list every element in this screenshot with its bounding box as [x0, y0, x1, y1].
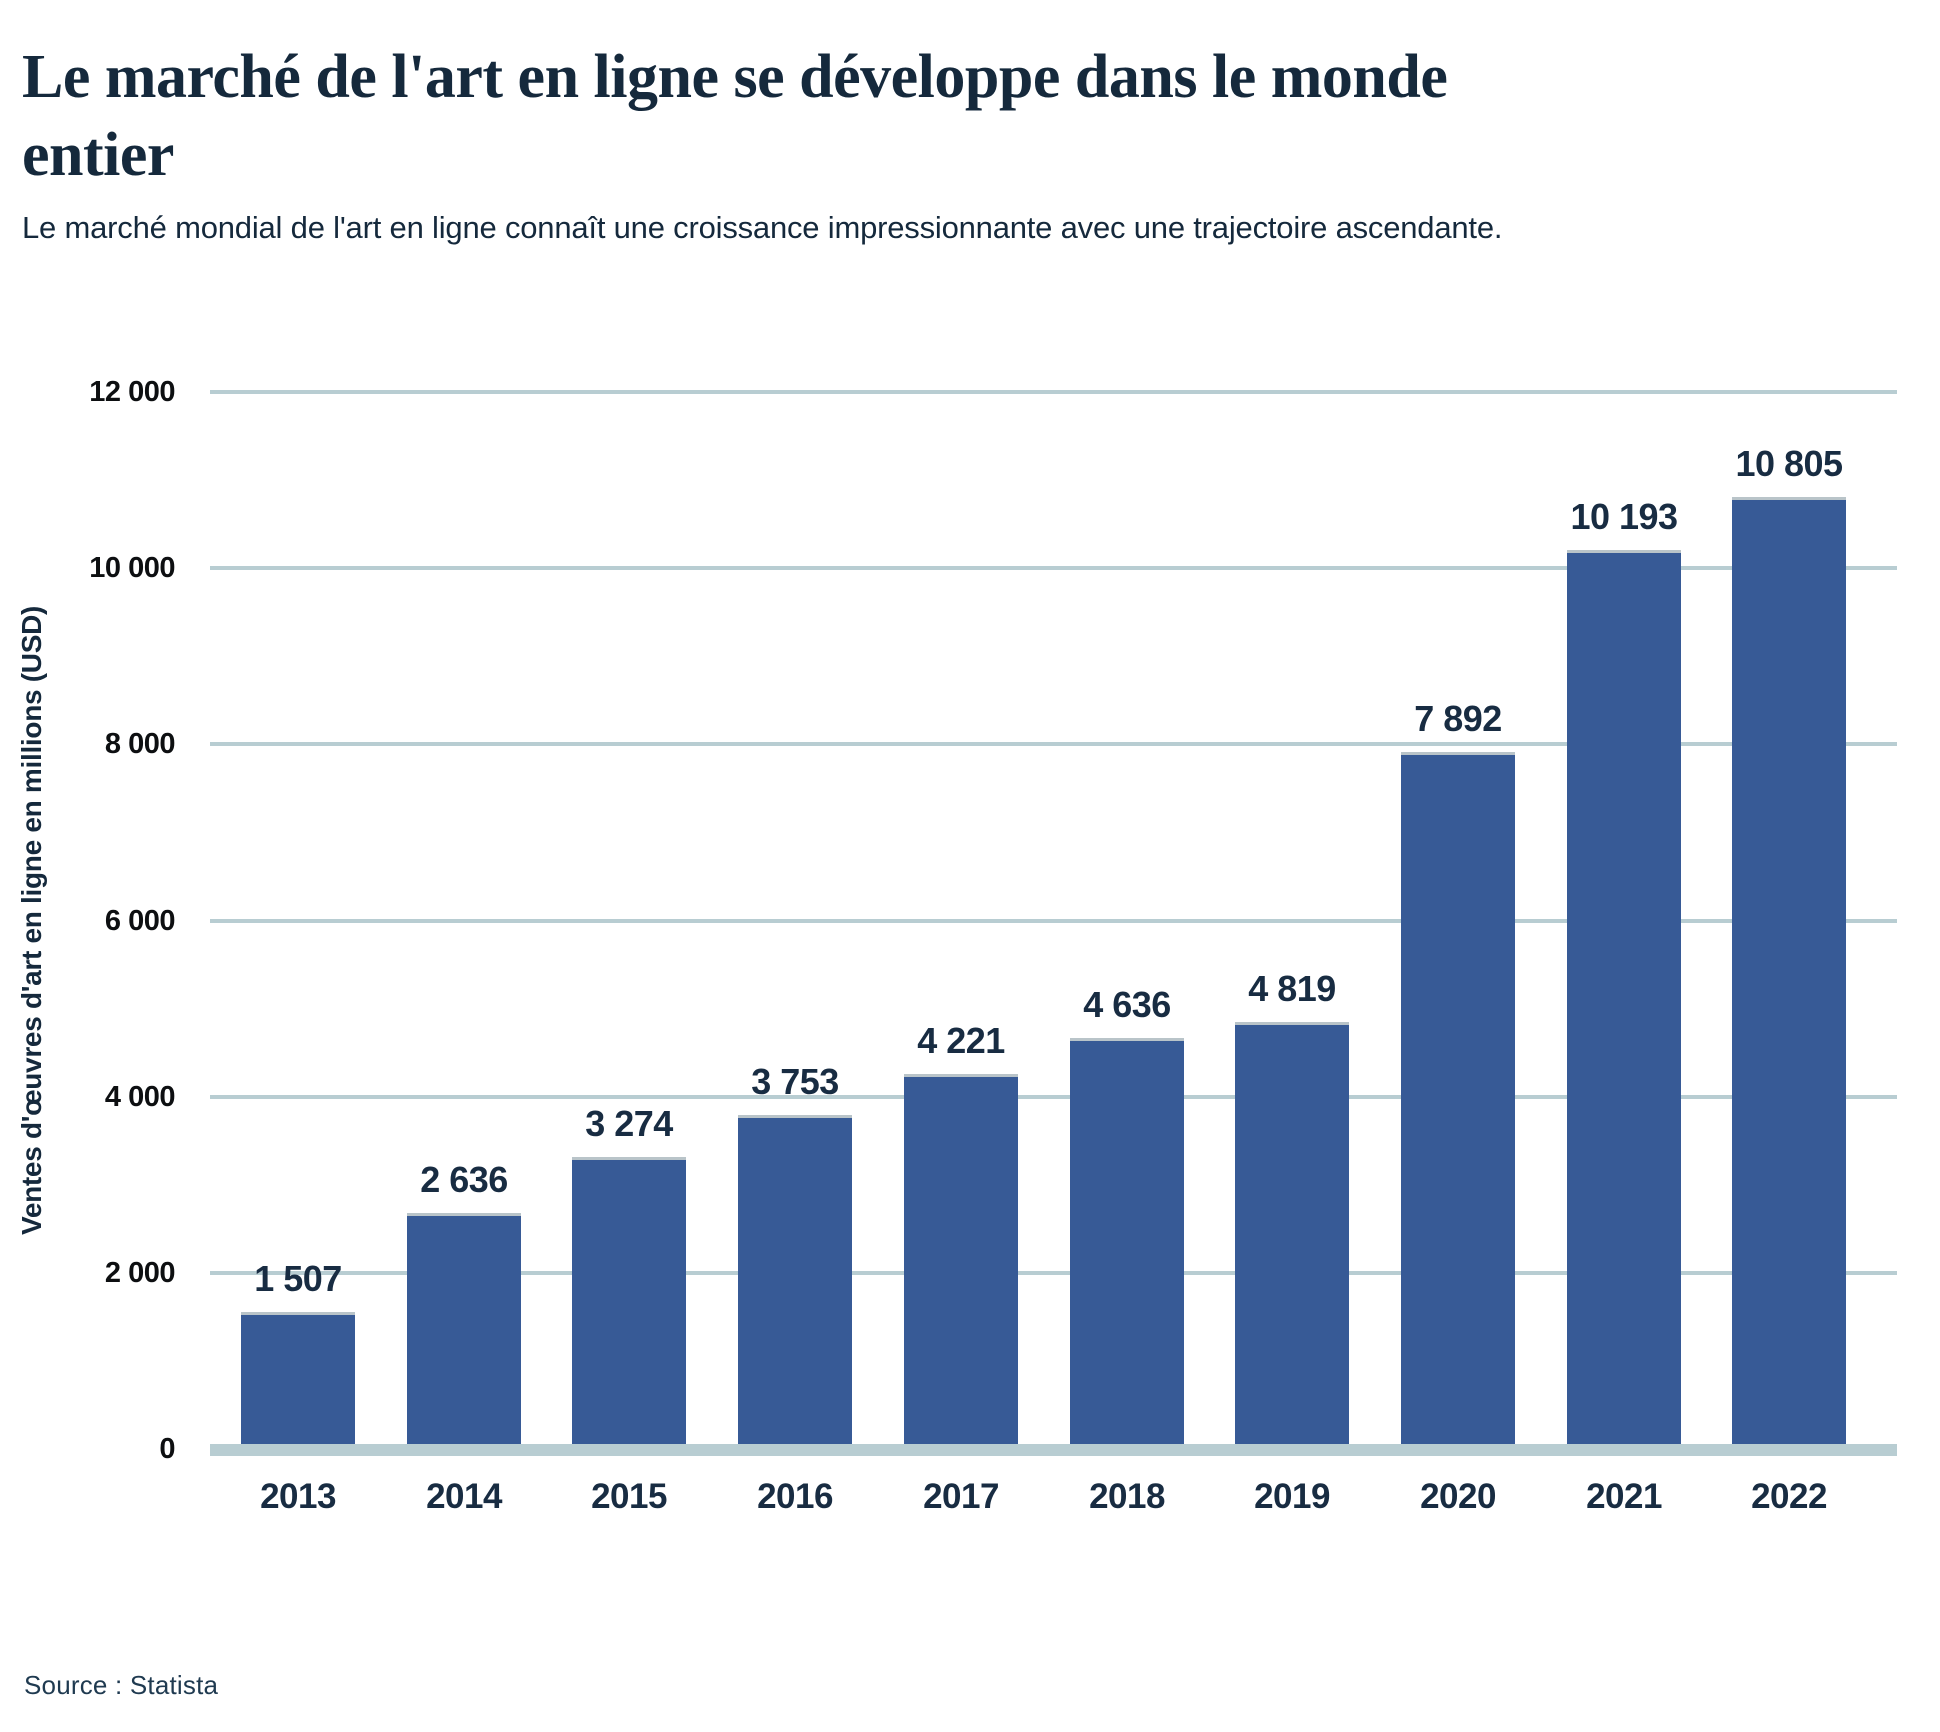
x-tick-label-2019: 2019 — [1254, 1477, 1330, 1516]
bar-2015 — [572, 1157, 686, 1444]
bar-2013 — [241, 1312, 355, 1444]
y-tick-label-0: 0 — [159, 1433, 175, 1465]
page-title-line1: Le marché de l'art en ligne se développe… — [22, 42, 1448, 111]
bar-value-label-2015: 3 274 — [585, 1103, 673, 1144]
x-tick-label-2017: 2017 — [923, 1477, 999, 1516]
page-title: Le marché de l'art en ligne se développe… — [22, 38, 1722, 194]
y-tick-label-4000: 4 000 — [104, 1080, 176, 1113]
gridline-4000 — [210, 1094, 1897, 1099]
bar-value-label-2022: 10 805 — [1735, 443, 1843, 484]
bar-value-label-2020: 7 892 — [1414, 698, 1502, 739]
x-axis-baseline — [210, 1444, 1897, 1456]
x-tick-label-2013: 2013 — [260, 1477, 336, 1516]
bar-2017 — [904, 1074, 1018, 1444]
source-note: Source : Statista — [24, 1670, 219, 1700]
bar-value-label-2016: 3 753 — [751, 1061, 839, 1102]
y-tick-label-6000: 6 000 — [104, 904, 176, 937]
page-subtitle: Le marché mondial de l'art en ligne conn… — [22, 210, 1503, 245]
gridline-2000 — [210, 1270, 1897, 1275]
bar-2019 — [1235, 1022, 1349, 1444]
page-title-line2: entier — [22, 120, 174, 189]
x-tick-label-2022: 2022 — [1751, 1477, 1827, 1516]
bar-value-label-2014: 2 636 — [420, 1159, 508, 1200]
x-tick-label-2014: 2014 — [426, 1477, 502, 1516]
x-tick-label-2020: 2020 — [1420, 1477, 1496, 1516]
y-tick-label-12000: 12 000 — [89, 376, 175, 408]
bar-2022 — [1732, 497, 1846, 1444]
bar-value-label-2018: 4 636 — [1083, 984, 1171, 1025]
bar-2014 — [407, 1213, 521, 1444]
bar-value-label-2019: 4 819 — [1248, 968, 1336, 1009]
bar-2021 — [1567, 550, 1681, 1444]
bar-2016 — [738, 1115, 852, 1444]
bar-2020 — [1401, 752, 1515, 1444]
bar-2018 — [1070, 1038, 1184, 1444]
y-tick-label-10000: 10 000 — [89, 552, 175, 585]
bar-value-label-2013: 1 507 — [254, 1258, 342, 1299]
gridline-6000 — [210, 918, 1897, 923]
gridline-10000 — [210, 566, 1897, 571]
bar-value-label-2017: 4 221 — [917, 1020, 1005, 1061]
gridline-12000 — [210, 390, 1897, 394]
gridline-8000 — [210, 742, 1897, 747]
x-tick-label-2018: 2018 — [1089, 1477, 1165, 1516]
x-tick-label-2016: 2016 — [757, 1477, 833, 1516]
x-tick-label-2015: 2015 — [591, 1477, 667, 1516]
x-tick-label-2021: 2021 — [1586, 1477, 1662, 1516]
y-tick-label-2000: 2 000 — [104, 1256, 176, 1289]
y-tick-label-8000: 8 000 — [104, 728, 176, 761]
bar-value-label-2021: 10 193 — [1570, 496, 1678, 537]
